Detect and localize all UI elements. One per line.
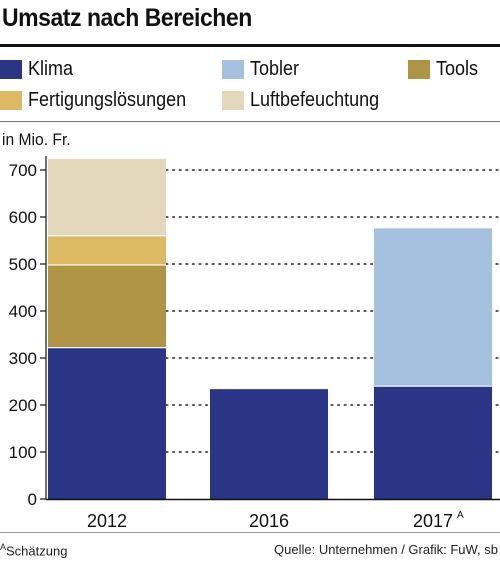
y-tick-label-0: 0 [28, 490, 37, 509]
legend-label-tools: Tools [436, 57, 479, 80]
legend-swatch-tobler [222, 59, 244, 79]
chart-title: Umsatz nach Bereichen [2, 4, 252, 32]
legend-item-fertigungsloesungen: Fertigungslösungen [0, 87, 204, 113]
footer-rule [0, 532, 500, 533]
legend-item-tools: Tools [408, 56, 483, 82]
footnote: ASchätzung [0, 542, 67, 558]
legend-item-klima: Klima [0, 56, 78, 82]
bar-2012-klima [48, 347, 166, 499]
bar-2012-tools [48, 264, 166, 348]
y-tick-label-500: 500 [9, 255, 37, 274]
legend-swatch-tools [408, 59, 430, 79]
title-rule [0, 44, 500, 47]
y-tick-label-100: 100 [9, 443, 37, 462]
bar-2016-klima [210, 388, 328, 499]
x-tick-label-2016: 2016 [249, 511, 289, 531]
y-tick-label-400: 400 [9, 302, 37, 321]
y-unit-label: in Mio. Fr. [2, 130, 71, 149]
y-tick-label-200: 200 [9, 396, 37, 415]
legend-item-luftbefeuchtung: Luftbefeuchtung [222, 87, 393, 113]
legend-label-klima: Klima [28, 57, 74, 80]
x-tick-label-2012: 2012 [87, 511, 127, 531]
legend-label-fertigungsloesungen: Fertigungslösungen [28, 88, 187, 111]
bar-2012-fertigungslösungen [48, 235, 166, 265]
legend-label-tobler: Tobler [250, 57, 300, 80]
source-credit: Quelle: Unternehmen / Grafik: FuW, sb [274, 542, 498, 557]
legend-rule [0, 121, 500, 122]
legend-item-tobler: Tobler [222, 56, 304, 82]
legend-swatch-klima [0, 59, 22, 79]
bar-2017-klima [374, 386, 492, 499]
y-tick-label-300: 300 [9, 349, 37, 368]
y-tick-label-600: 600 [9, 208, 37, 227]
legend: Klima Tobler Tools Fertigungslösungen Lu… [0, 52, 500, 116]
legend-label-luftbefeuchtung: Luftbefeuchtung [250, 88, 380, 111]
footnote-marker: A [0, 542, 7, 552]
legend-swatch-luftbefeuchtung [222, 90, 244, 110]
footnote-text: Schätzung [6, 543, 68, 559]
x-tick-label-2017: 2017 [413, 511, 453, 531]
x-tick-superscript-2017: A [457, 510, 464, 521]
legend-swatch-fertigungsloesungen [0, 90, 22, 110]
y-tick-label-700: 700 [9, 161, 37, 180]
bar-2017-tobler [374, 227, 492, 387]
bar-2012-luftbefeuchtung [48, 158, 166, 236]
